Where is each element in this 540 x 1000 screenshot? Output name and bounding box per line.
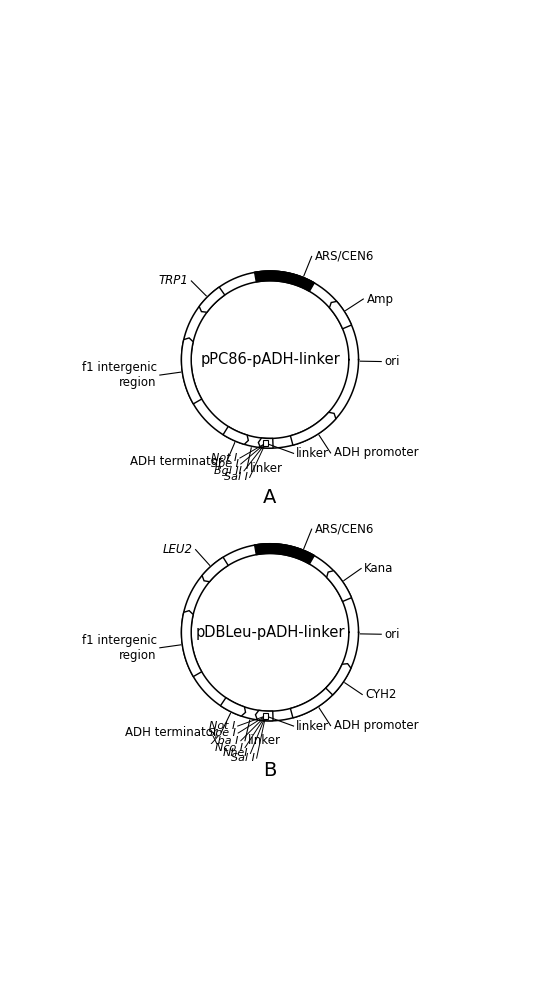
Bar xyxy=(263,713,268,719)
Polygon shape xyxy=(202,557,228,582)
Polygon shape xyxy=(181,271,359,448)
Polygon shape xyxy=(327,571,352,601)
Polygon shape xyxy=(258,438,273,448)
Polygon shape xyxy=(181,338,202,404)
Text: ADH promoter: ADH promoter xyxy=(334,446,418,459)
Text: linker: linker xyxy=(296,720,329,733)
Text: ADH promoter: ADH promoter xyxy=(334,719,418,732)
Text: NheI: NheI xyxy=(223,748,248,758)
Text: Bgl II: Bgl II xyxy=(214,466,242,476)
Text: Nco I: Nco I xyxy=(215,743,243,753)
Text: ADH terminator: ADH terminator xyxy=(125,726,218,739)
Text: Spe I: Spe I xyxy=(211,459,239,469)
Polygon shape xyxy=(291,412,336,445)
Text: TRP1: TRP1 xyxy=(158,274,188,287)
Text: f1 intergenic
region: f1 intergenic region xyxy=(82,361,157,389)
Polygon shape xyxy=(255,710,273,721)
Polygon shape xyxy=(255,271,314,291)
Text: Spe I: Spe I xyxy=(208,728,236,738)
Polygon shape xyxy=(181,544,359,721)
Polygon shape xyxy=(220,698,246,716)
Text: f1 intergenic
region: f1 intergenic region xyxy=(82,634,157,662)
Text: Xba I: Xba I xyxy=(210,736,239,746)
Text: ori: ori xyxy=(384,355,400,368)
Text: ARS/CEN6: ARS/CEN6 xyxy=(315,523,374,536)
Text: Sal I: Sal I xyxy=(224,472,247,482)
Text: Not I: Not I xyxy=(210,721,235,731)
Text: B: B xyxy=(264,761,276,780)
Text: linker: linker xyxy=(250,462,283,475)
Text: linker: linker xyxy=(296,447,329,460)
Text: CYH2: CYH2 xyxy=(366,688,397,701)
Text: pPC86-pADH-linker: pPC86-pADH-linker xyxy=(200,352,340,367)
Text: Not I: Not I xyxy=(212,453,238,463)
Polygon shape xyxy=(255,544,314,564)
Text: pDBLeu-pADH-linker: pDBLeu-pADH-linker xyxy=(195,625,345,640)
Polygon shape xyxy=(329,301,352,329)
Text: ori: ori xyxy=(384,628,400,641)
Text: ARS/CEN6: ARS/CEN6 xyxy=(315,250,374,263)
Text: Kana: Kana xyxy=(364,562,394,575)
Polygon shape xyxy=(291,683,338,718)
Text: LEU2: LEU2 xyxy=(163,543,192,556)
Polygon shape xyxy=(326,664,351,695)
Text: ADH terminator: ADH terminator xyxy=(131,455,224,468)
Polygon shape xyxy=(223,426,248,444)
Polygon shape xyxy=(199,287,225,312)
Text: linker: linker xyxy=(248,734,281,747)
Text: A: A xyxy=(264,488,276,507)
Polygon shape xyxy=(181,611,202,677)
Text: Sal I: Sal I xyxy=(231,753,254,763)
Text: Amp: Amp xyxy=(367,293,394,306)
Bar xyxy=(263,440,268,446)
